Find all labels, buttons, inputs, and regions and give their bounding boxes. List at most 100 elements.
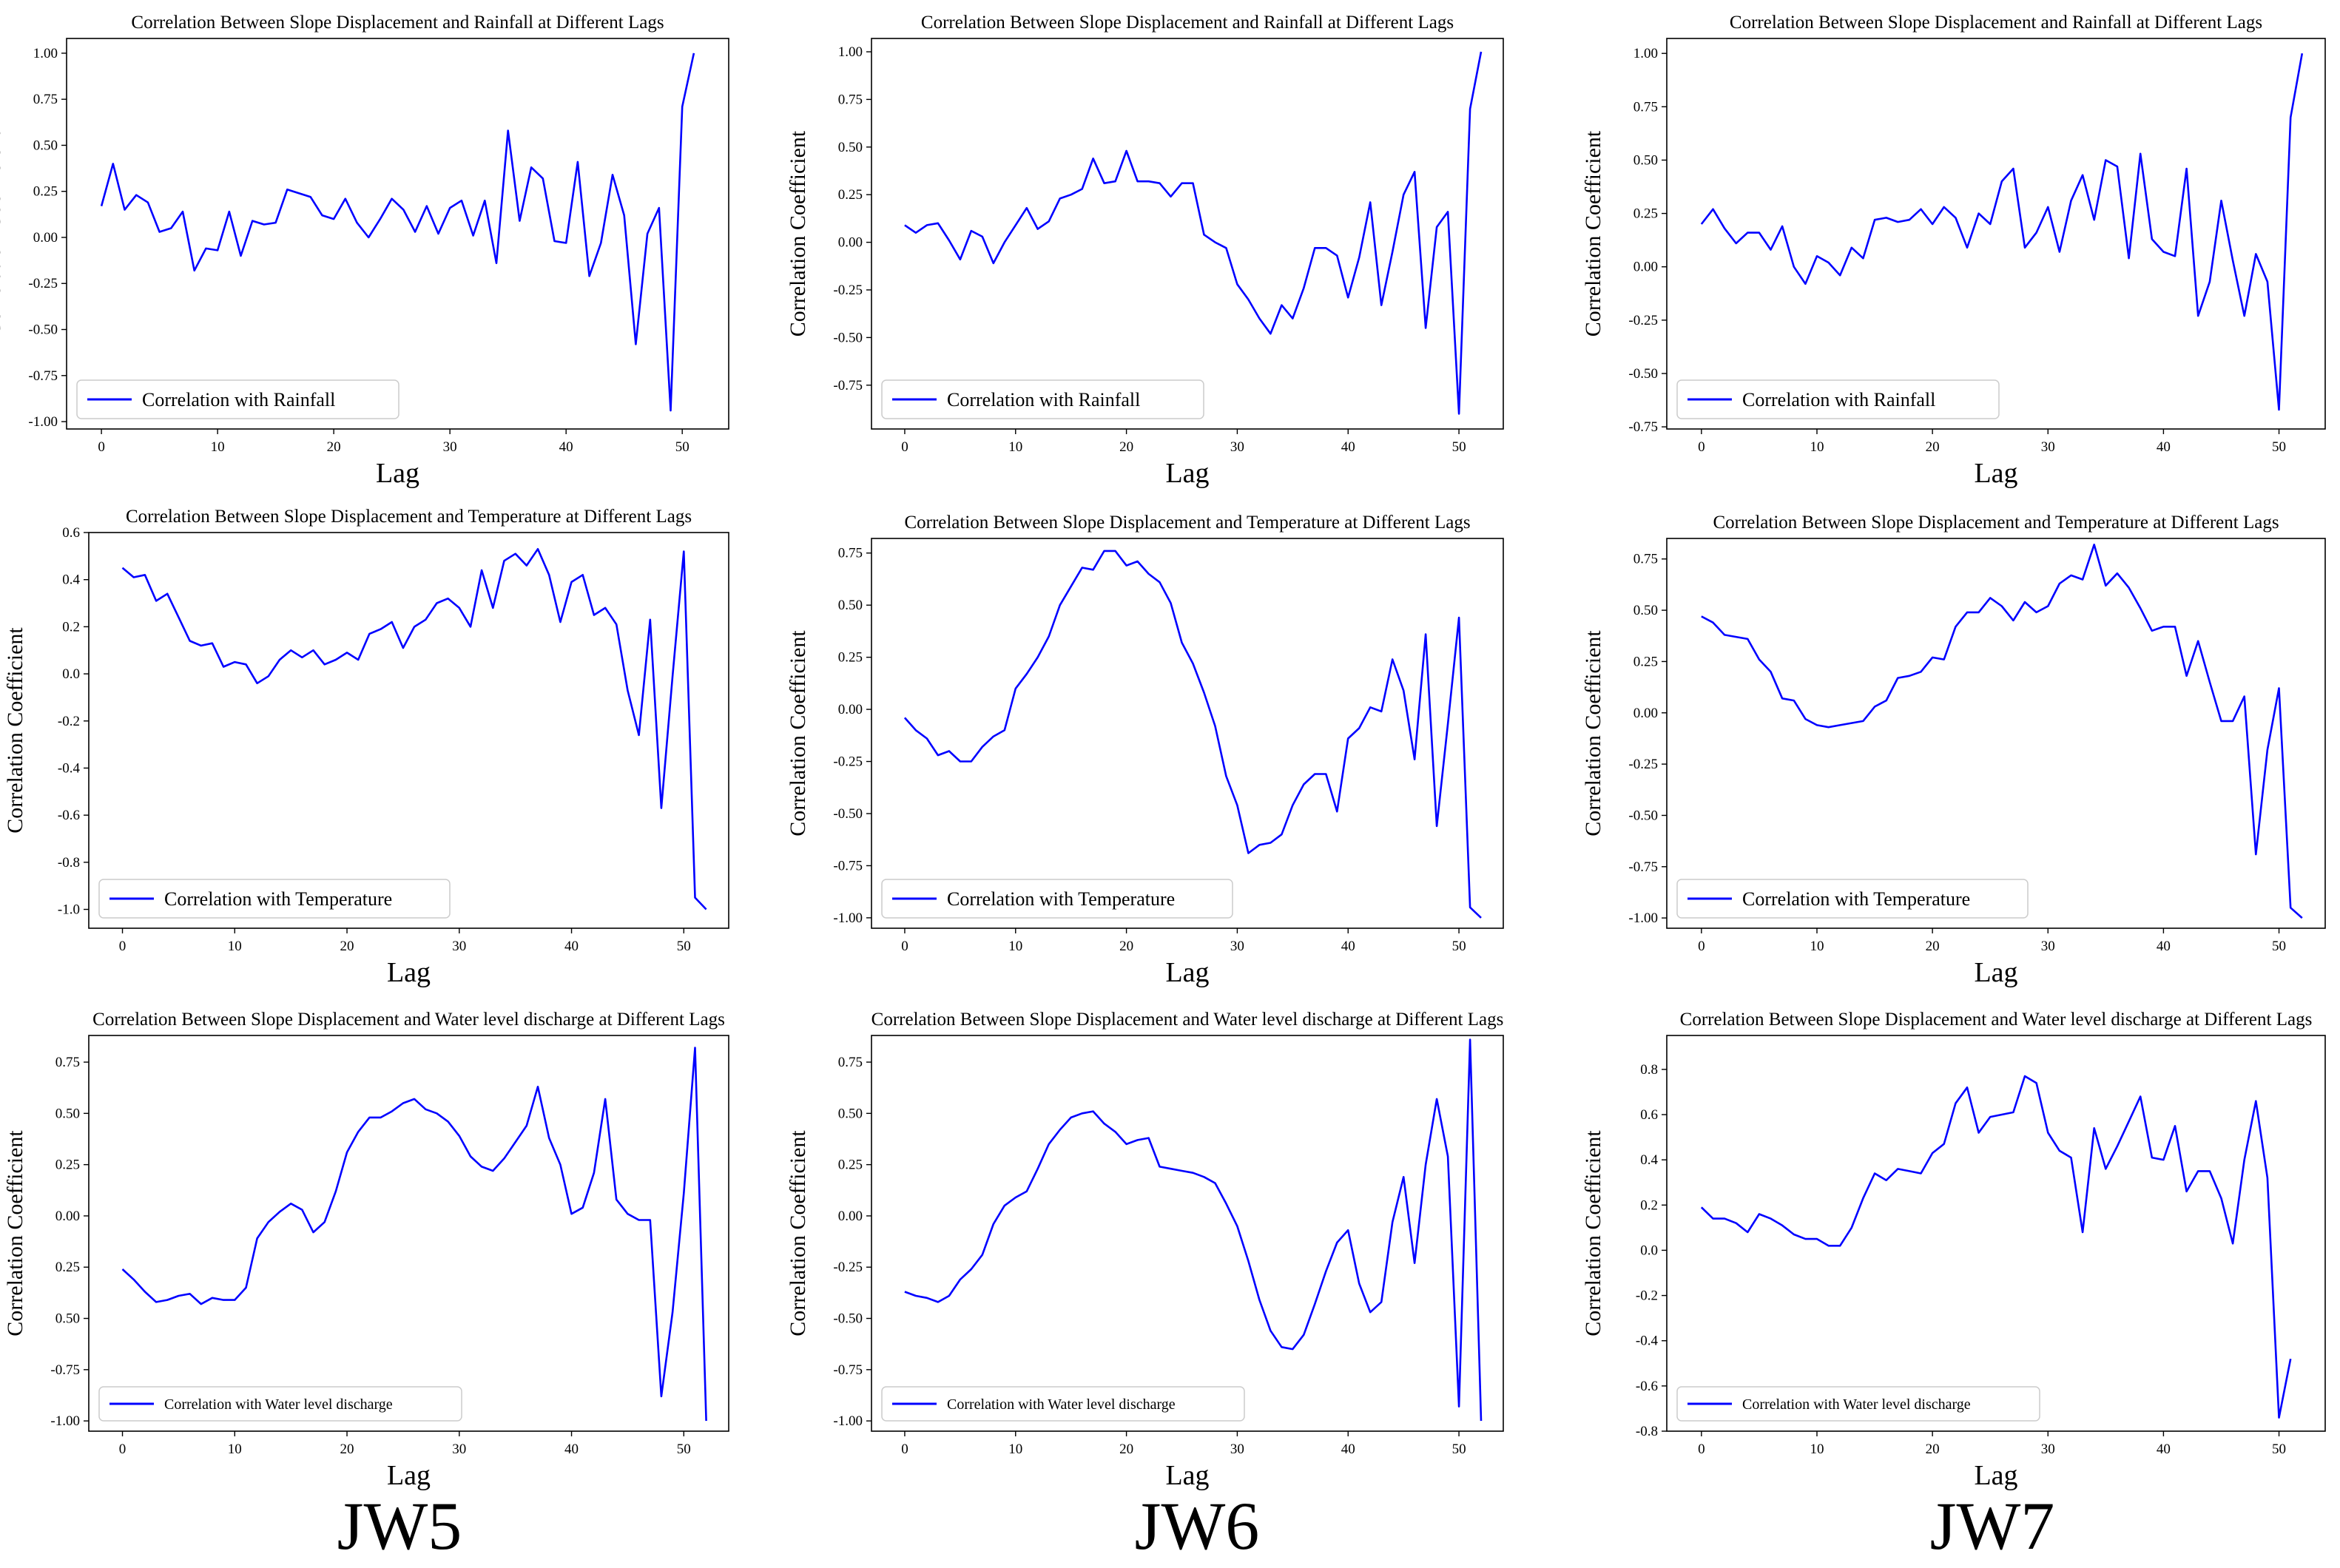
legend-label: Correlation with Temperature	[947, 888, 1175, 910]
y-tick-label: 0.25	[33, 184, 58, 200]
plot-frame	[871, 1035, 1504, 1432]
plot-frame	[66, 38, 729, 430]
y-axis-label: Correlation Coefficient	[786, 1130, 810, 1336]
chart-title: Correlation Between Slope Displacement a…	[921, 13, 1454, 33]
y-tick-label: -1.00	[833, 1413, 863, 1429]
y-tick-label: -0.4	[1636, 1334, 1659, 1349]
y-tick-label: -0.75	[28, 368, 58, 384]
x-tick-label: 20	[1926, 1442, 1940, 1457]
chart-jw5-temperature: 0 10 20 30 40 50 -1.0 -0.8 -0.6 -0.4 -0.2 0.0 0.2 0.4…	[3, 507, 729, 988]
x-tick-label: 40	[2157, 939, 2171, 954]
y-tick-label: -0.25	[833, 283, 863, 298]
plot-frame	[1666, 1035, 2326, 1432]
x-tick-label: 20	[340, 1442, 354, 1457]
chart-jw5-rainfall: 0 10 20 30 40 50 -1.00 -0.75 -0.50 -0.25 0.00 0.25 0…	[0, 13, 729, 489]
x-tick-label: 40	[564, 1442, 579, 1457]
y-axis-label: Correlation Coefficient	[786, 130, 810, 337]
series-line	[1701, 543, 2303, 919]
x-axis-label: Lag	[1974, 458, 2017, 489]
y-tick-label: 0.50	[33, 138, 58, 153]
x-tick-label: 30	[1230, 939, 1244, 954]
x-tick-label: 10	[211, 439, 225, 455]
plot-frame	[871, 538, 1504, 929]
x-tick-label: 30	[2041, 939, 2055, 954]
y-tick-label: -0.8	[1636, 1424, 1658, 1439]
column-label-jw7: JW7	[1929, 1488, 2055, 1564]
y-tick-label: -1.00	[50, 1413, 80, 1429]
y-tick-label: -0.25	[833, 754, 863, 770]
x-tick-label: 40	[559, 439, 573, 455]
y-tick-label: -0.75	[1628, 859, 1658, 875]
x-tick-label: 0	[119, 939, 127, 954]
y-tick-label: -1.00	[28, 414, 58, 430]
legend-label: Correlation with Rainfall	[947, 389, 1140, 410]
x-tick-label: 0	[901, 439, 908, 455]
x-tick-label: 50	[675, 439, 689, 455]
legend-box	[1676, 1386, 2040, 1422]
legend-box	[1676, 879, 2029, 919]
y-tick-label: 0.25	[55, 1260, 80, 1275]
y-tick-label: -0.75	[833, 1362, 863, 1378]
plot-frame	[1666, 38, 2326, 430]
plot-frame	[88, 1035, 729, 1432]
y-tick-label: 0.75	[838, 1055, 863, 1070]
x-tick-label: 30	[443, 439, 457, 455]
column-label-jw5: JW5	[337, 1488, 462, 1564]
x-tick-label: 20	[1926, 939, 1940, 954]
y-tick-label: -0.4	[58, 760, 81, 776]
y-tick-label: 0.50	[1633, 603, 1658, 618]
x-axis-label: Lag	[1974, 957, 2017, 988]
y-tick-label: -0.50	[833, 1311, 863, 1327]
y-tick-label: 0.75	[838, 546, 863, 561]
x-tick-label: 30	[1230, 439, 1244, 455]
y-tick-label: -0.75	[833, 858, 863, 873]
y-tick-label: 0.00	[838, 1209, 863, 1224]
x-tick-label: 20	[1119, 939, 1133, 954]
chart-jw6-water: 0 10 20 30 40 50 -1.00 -0.75 -0.50 -0.25 0.00 0.25 0…	[786, 1010, 1504, 1491]
x-tick-label: 50	[1452, 939, 1466, 954]
legend-box	[76, 379, 399, 419]
y-tick-label: 0.50	[838, 598, 863, 613]
y-tick-label: 0.25	[1633, 206, 1658, 222]
y-tick-label: -0.50	[1628, 808, 1658, 823]
x-tick-label: 40	[564, 939, 579, 954]
y-tick-label: 0.25	[1633, 654, 1658, 669]
y-tick-label: -0.8	[58, 855, 80, 871]
y-tick-label: -0.6	[1636, 1379, 1658, 1394]
legend-box	[881, 1386, 1245, 1422]
y-tick-label: 1.00	[33, 46, 58, 61]
legend-box	[98, 1386, 462, 1422]
y-axis-label: Correlation Coefficient	[1581, 630, 1605, 837]
y-tick-label: -0.25	[28, 276, 58, 291]
x-tick-label: 0	[1698, 939, 1705, 954]
y-tick-label: 0.50	[55, 1106, 80, 1121]
x-tick-label: 20	[1119, 439, 1133, 455]
y-tick-label: 0.50	[55, 1311, 80, 1327]
y-tick-label: -0.50	[833, 806, 863, 822]
x-tick-label: 0	[1698, 1442, 1705, 1457]
legend-label: Correlation with Rainfall	[142, 389, 335, 410]
chart-jw7-temperature: 0 10 20 30 40 50 -1.00 -0.75 -0.50 -0.25 0.00 0.25 0…	[1581, 513, 2326, 988]
series-line	[121, 547, 707, 910]
y-tick-label: -0.2	[58, 714, 80, 729]
y-tick-label: 0.00	[55, 1209, 80, 1224]
x-tick-label: 30	[452, 1442, 466, 1457]
y-tick-label: 0.50	[838, 140, 863, 155]
y-axis-label: Correlation Coefficient	[3, 627, 27, 834]
y-tick-label: 0.00	[838, 235, 863, 251]
y-tick-label: 0.6	[1640, 1107, 1658, 1123]
x-tick-label: 40	[2157, 1442, 2171, 1457]
legend-label: Correlation with Rainfall	[1742, 389, 1935, 410]
chart-title: Correlation Between Slope Displacement a…	[1730, 13, 2262, 33]
column-label-jw6: JW6	[1134, 1488, 1260, 1564]
x-tick-label: 50	[2272, 439, 2286, 455]
legend-label: Correlation with Temperature	[1742, 888, 1970, 910]
x-tick-label: 20	[1119, 1442, 1133, 1457]
chart-jw6-rainfall: 0 10 20 30 40 50 -0.75 -0.50 -0.25 0.00 0.25 0.50 0.…	[786, 13, 1504, 489]
y-tick-label: 0.0	[62, 666, 80, 682]
y-tick-label: 1.00	[838, 44, 863, 60]
chart-title: Correlation Between Slope Displacement a…	[871, 1010, 1504, 1030]
series-line	[903, 550, 1482, 919]
y-tick-label: 0.75	[838, 92, 863, 107]
plot-frame	[88, 532, 729, 929]
